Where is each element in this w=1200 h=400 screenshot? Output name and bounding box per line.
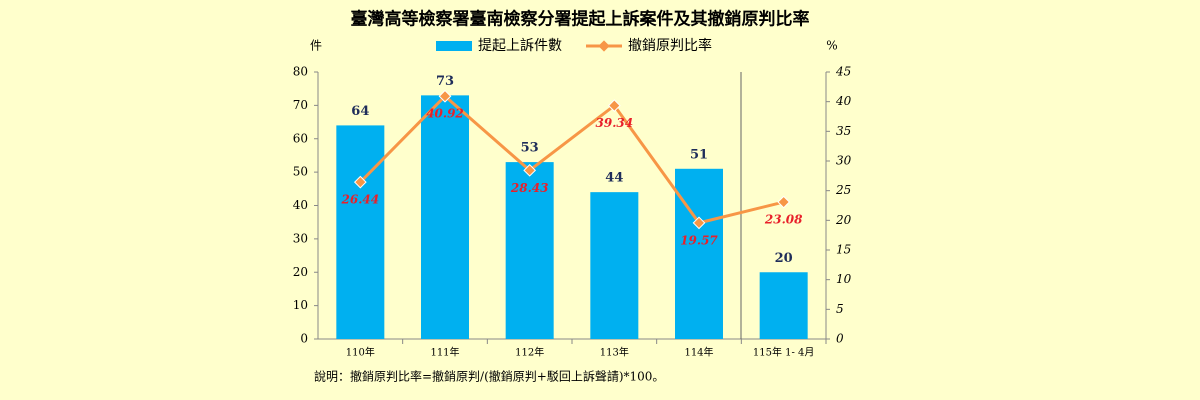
chart-title: 臺灣高等檢察署臺南檢察分署提起上訴案件及其撤銷原判比率	[351, 9, 810, 30]
bar-label: 51	[690, 147, 708, 162]
bar	[336, 125, 385, 340]
y2-unit: %	[826, 39, 837, 53]
legend-swatch	[436, 41, 472, 51]
line-label: 28.43	[510, 181, 549, 195]
bar	[590, 192, 639, 339]
bar-label: 64	[351, 104, 369, 119]
y2-tick-label: 45	[835, 65, 851, 79]
line	[359, 94, 785, 225]
y-tick-label: 30	[293, 231, 308, 245]
line-label: 40.92	[426, 107, 464, 121]
legend-label: 提起上訴件數	[478, 38, 562, 54]
line-marker	[692, 216, 706, 230]
bar	[421, 95, 469, 339]
x-tick-label: 114年	[684, 346, 713, 359]
line-label: 23.08	[764, 213, 803, 227]
x-tick-label: 113年	[600, 346, 629, 359]
y-tick-label: 80	[293, 65, 308, 79]
x-tick-label: 115年 1- 4月	[753, 346, 815, 359]
y2-tick-label: 15	[836, 243, 851, 257]
x-tick-label: 111年	[430, 346, 459, 359]
bar-label: 73	[436, 74, 454, 89]
y2-tick-label: 20	[835, 213, 852, 227]
legend-marker	[598, 40, 610, 52]
bar-label: 20	[775, 251, 793, 266]
y2-tick-label: 10	[836, 272, 852, 286]
y-tick-label: 40	[293, 198, 308, 212]
y-unit: 件	[310, 39, 322, 53]
line-marker	[607, 99, 621, 112]
bar	[675, 168, 723, 339]
y2-tick-label: 0	[836, 332, 844, 346]
y-tick-label: 70	[293, 98, 308, 112]
y2-tick-label: 40	[835, 94, 852, 108]
y-tick-label: 50	[293, 165, 308, 179]
line-label: 26.44	[341, 193, 380, 207]
y-tick-label: 10	[293, 298, 308, 312]
y2-tick-label: 35	[836, 124, 851, 138]
line-label: 39.34	[596, 116, 634, 130]
y-tick-label: 0	[300, 332, 308, 346]
x-tick-label: 110年	[346, 346, 375, 359]
line-marker	[523, 163, 537, 177]
line-marker	[438, 89, 452, 103]
line-marker	[777, 195, 791, 209]
y-tick-label: 60	[293, 131, 308, 145]
x-tick-label: 112年	[515, 346, 544, 359]
bar	[505, 162, 554, 339]
bar-label: 44	[605, 171, 623, 186]
y2-tick-label: 5	[836, 302, 844, 316]
note: 說明：撤銷原判比率=撤銷原判/(撤銷原判+駁回上訴聲請)*100。	[314, 369, 664, 384]
bar-label: 53	[521, 141, 539, 156]
line-label: 19.57	[680, 233, 718, 247]
y-tick-label: 20	[293, 265, 308, 279]
y2-tick-label: 25	[835, 183, 851, 197]
bar	[759, 272, 808, 339]
line-marker	[353, 175, 367, 189]
legend-label: 撤銷原判比率	[628, 37, 712, 54]
y2-tick-label: 30	[836, 154, 852, 168]
